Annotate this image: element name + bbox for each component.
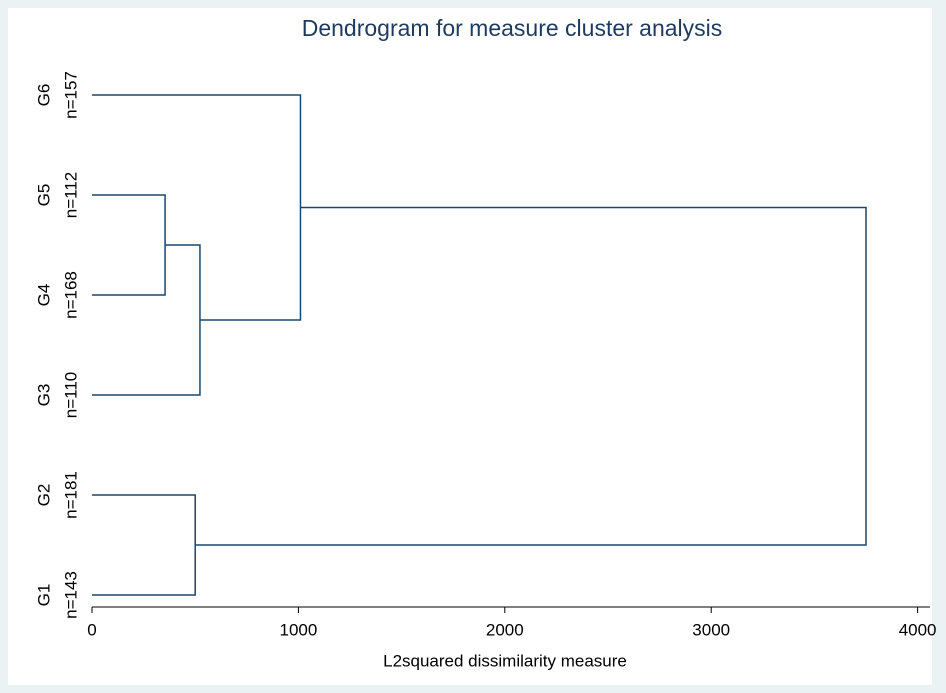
leaf-label: n=112 <box>61 172 80 218</box>
leaf-name: G4 <box>34 284 53 307</box>
leaf-name: G3 <box>34 384 53 407</box>
leaf-label: n=168 <box>61 271 80 319</box>
x-tick-label: 2000 <box>486 620 524 639</box>
plot-region <box>8 8 932 685</box>
dendrogram-link <box>195 206 867 546</box>
leaf-label: n=110 <box>61 372 80 418</box>
leaf-label: n=143 <box>61 571 80 619</box>
leaf-name: G2 <box>34 484 53 507</box>
leaf-label: n=157 <box>61 71 80 119</box>
leaf-name: G5 <box>34 184 53 207</box>
x-tick-label: 4000 <box>899 620 937 639</box>
leaf-name: G1 <box>34 584 53 607</box>
dendrogram-link <box>92 244 201 396</box>
x-tick-label: 1000 <box>279 620 317 639</box>
leaf-name: G6 <box>34 84 53 107</box>
x-tick-label: 3000 <box>692 620 730 639</box>
x-tick-label: 0 <box>87 620 96 639</box>
leaf-label: n=181 <box>61 471 80 519</box>
chart-title: Dendrogram for measure cluster analysis <box>302 15 723 41</box>
x-axis-title: L2squared dissimilarity measure <box>383 651 627 670</box>
